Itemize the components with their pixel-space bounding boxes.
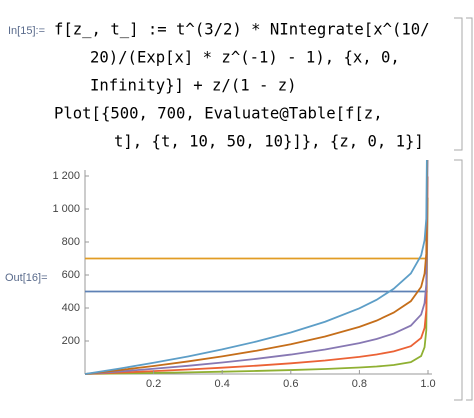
series-line xyxy=(85,160,429,375)
x-tick-label: 0.8 xyxy=(352,378,367,390)
y-tick-label: 200 xyxy=(62,335,80,347)
series-line xyxy=(85,176,429,375)
code-line: t], {t, 10, 50, 10}]}, {z, 0, 1}] xyxy=(114,133,424,151)
series-line xyxy=(85,160,428,375)
y-tick-label: 600 xyxy=(62,269,80,281)
x-tick-label: 0.6 xyxy=(283,378,298,390)
input-label: In[15]:= xyxy=(8,25,45,37)
y-tick-label: 800 xyxy=(62,236,80,248)
y-tick-label: 1 200 xyxy=(52,170,80,182)
y-tick-label: 400 xyxy=(62,302,80,314)
x-tick-label: 0.4 xyxy=(215,378,230,390)
output-label: Out[16]= xyxy=(5,272,48,284)
plot-area xyxy=(85,160,429,375)
x-tick-label: 1.0 xyxy=(420,378,435,390)
series-line xyxy=(85,160,429,375)
code-line: Plot[{500, 700, Evaluate@Table[f[z, xyxy=(54,105,383,123)
x-tick-label: 0.2 xyxy=(146,378,161,390)
code-line: 20)/(Exp[x] * z^(-1) - 1), {x, 0, xyxy=(90,49,400,67)
group-bracket[interactable] xyxy=(466,17,473,401)
series-line xyxy=(85,197,429,375)
y-tick-label: 1 000 xyxy=(52,203,80,215)
code-line: f[z_, t_] := t^(3/2) * NIntegrate[x^(10/ xyxy=(54,21,430,39)
cell-bracket[interactable] xyxy=(454,159,463,401)
cell-bracket[interactable] xyxy=(454,17,463,151)
code-line: Infinity}] + z/(1 - z) xyxy=(90,77,297,95)
